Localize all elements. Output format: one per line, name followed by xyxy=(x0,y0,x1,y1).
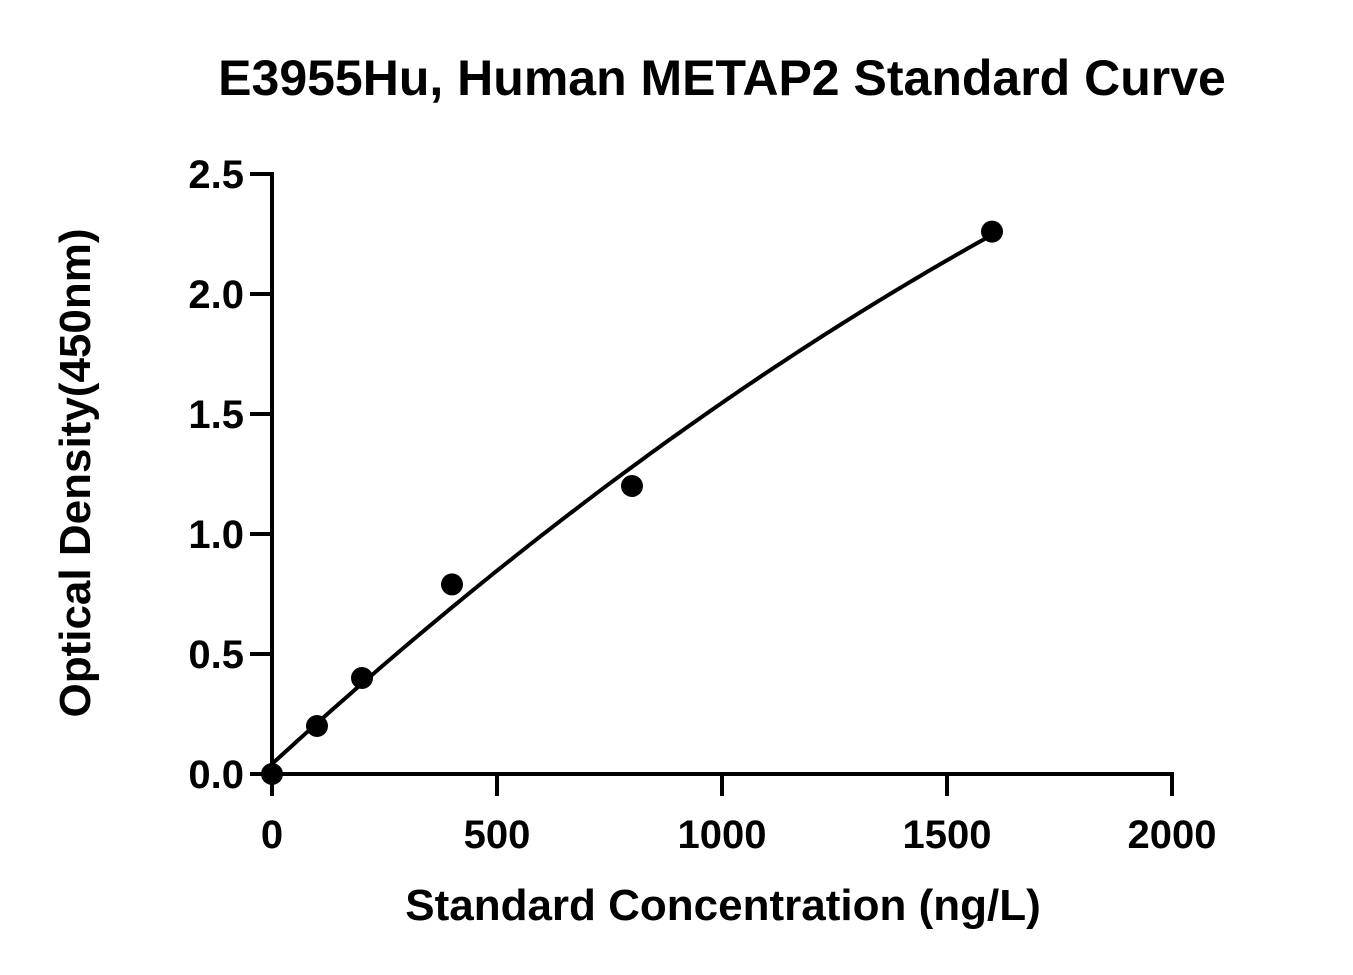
data-point xyxy=(351,667,373,689)
fit-curve xyxy=(270,233,993,766)
x-axis-label: Standard Concentration (ng/L) xyxy=(405,881,1041,930)
y-tick-label: 1.0 xyxy=(188,513,244,557)
tick-marks xyxy=(250,172,1174,796)
x-tick-label: 500 xyxy=(464,813,531,857)
axes xyxy=(270,172,1174,776)
x-tick-label: 2000 xyxy=(1128,813,1217,857)
y-tick-label: 0.5 xyxy=(188,633,244,677)
y-tick-label: 2.5 xyxy=(188,153,244,197)
x-tick-label: 1000 xyxy=(678,813,767,857)
data-point xyxy=(621,475,643,497)
data-point xyxy=(306,715,328,737)
data-point xyxy=(441,573,463,596)
data-point xyxy=(261,763,283,785)
y-axis-label: Optical Density(450nm) xyxy=(51,228,100,717)
tick-labels: 0 500 1000 1500 2000 0.0 0.5 1.0 1.5 2.0 2.5 xyxy=(188,153,1216,857)
y-tick-label: 0.0 xyxy=(188,753,244,797)
chart-title: E3955Hu, Human METAP2 Standard Curve xyxy=(218,50,1226,106)
data-points xyxy=(261,220,1003,785)
x-tick-label: 1500 xyxy=(903,813,992,857)
y-tick-label: 1.5 xyxy=(188,393,244,437)
y-tick-label: 2.0 xyxy=(188,273,244,317)
data-point xyxy=(981,220,1003,243)
x-tick-label: 0 xyxy=(261,813,283,857)
